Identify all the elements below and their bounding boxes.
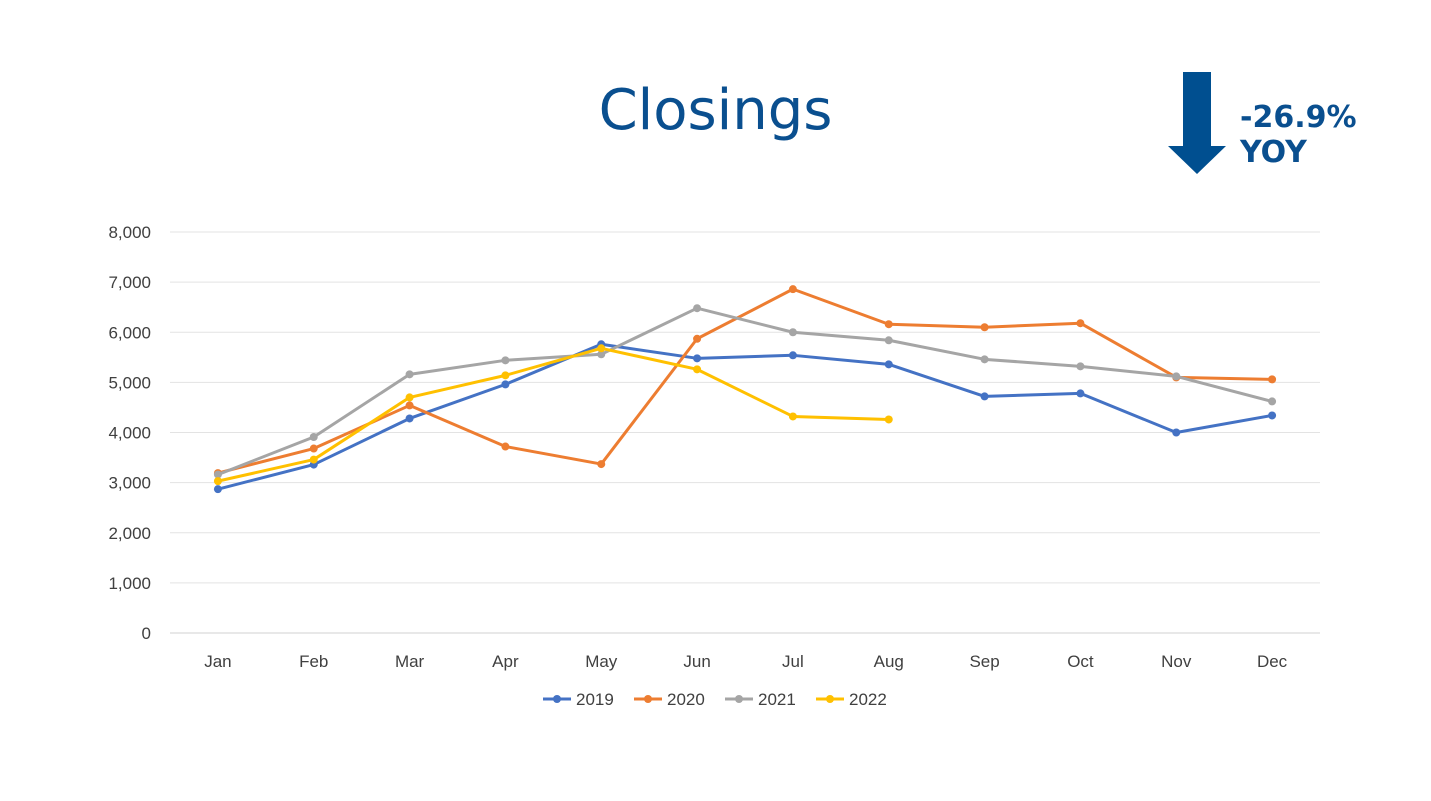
data-point-2021-Jul [788, 328, 797, 337]
data-point-2022-Apr [501, 371, 510, 380]
y-tick-label: 4,000 [108, 424, 151, 443]
legend-label: 2019 [576, 690, 614, 709]
x-tick-label: Jul [782, 652, 804, 671]
y-tick-label: 0 [142, 624, 151, 643]
data-point-2021-Jan [213, 470, 222, 479]
y-tick-label: 3,000 [108, 474, 151, 493]
data-point-2020-Mar [405, 401, 414, 410]
x-tick-label: May [585, 652, 618, 671]
x-tick-label: Sep [969, 652, 999, 671]
data-point-2019-Oct [1076, 389, 1085, 398]
y-tick-label: 8,000 [108, 223, 151, 242]
data-point-2022-Jan [213, 477, 222, 486]
y-tick-label: 5,000 [108, 373, 151, 392]
data-point-2022-Jun [693, 365, 702, 374]
data-point-2020-Jun [693, 334, 702, 343]
data-point-2019-Jan [213, 485, 222, 494]
x-tick-label: Apr [492, 652, 519, 671]
data-point-2022-Mar [405, 393, 414, 402]
x-tick-label: Jan [204, 652, 231, 671]
legend-label: 2021 [758, 690, 796, 709]
data-point-2020-Aug [884, 320, 893, 329]
data-point-2019-Jul [788, 351, 797, 360]
data-point-2019-Nov [1172, 428, 1181, 437]
x-tick-label: Mar [395, 652, 425, 671]
data-point-2022-Feb [309, 455, 318, 464]
series-line-2021 [216, 306, 1274, 477]
data-point-2021-Dec [1268, 397, 1277, 406]
data-point-2020-Feb [309, 444, 318, 453]
data-point-2020-Dec [1268, 375, 1277, 384]
series-line-2019 [216, 342, 1274, 491]
y-tick-label: 6,000 [108, 323, 151, 342]
data-point-2020-Sep [980, 323, 989, 332]
data-point-2020-Jul [788, 285, 797, 294]
legend-marker-2022 [826, 695, 834, 703]
legend-label: 2020 [667, 690, 705, 709]
legend-marker-2020 [644, 695, 652, 703]
data-point-2019-Sep [980, 392, 989, 401]
x-tick-label: Nov [1161, 652, 1192, 671]
data-point-2021-Oct [1076, 362, 1085, 371]
series-line-2022 [216, 346, 891, 483]
data-point-2019-Aug [884, 360, 893, 369]
data-point-2021-Aug [884, 336, 893, 345]
down-arrow-icon [1168, 72, 1226, 174]
data-point-2022-Aug [884, 415, 893, 424]
series-line-2020 [216, 287, 1274, 475]
data-point-2021-Mar [405, 370, 414, 379]
data-point-2019-Jun [693, 354, 702, 363]
data-point-2019-Mar [405, 414, 414, 423]
y-tick-label: 2,000 [108, 524, 151, 543]
data-point-2022-May [597, 344, 606, 353]
y-tick-label: 1,000 [108, 574, 151, 593]
data-point-2019-Apr [501, 380, 510, 389]
data-point-2020-May [597, 460, 606, 469]
data-point-2021-Nov [1172, 372, 1181, 381]
data-point-2019-Dec [1268, 411, 1277, 420]
y-tick-label: 7,000 [108, 273, 151, 292]
x-tick-label: Aug [874, 652, 904, 671]
data-point-2021-May [597, 350, 606, 359]
data-point-2020-Oct [1076, 319, 1085, 328]
data-point-2020-Apr [501, 442, 510, 451]
x-tick-label: Feb [299, 652, 328, 671]
legend-label: 2022 [849, 690, 887, 709]
legend-marker-2021 [735, 695, 743, 703]
data-point-2021-Jun [693, 304, 702, 313]
data-point-2021-Sep [980, 355, 989, 364]
chart-title: Closings [598, 78, 833, 143]
x-tick-label: Oct [1067, 652, 1094, 671]
x-tick-label: Dec [1257, 652, 1288, 671]
legend-marker-2019 [553, 695, 561, 703]
x-tick-label: Jun [683, 652, 710, 671]
data-point-2022-Jul [788, 412, 797, 421]
data-point-2021-Apr [501, 356, 510, 365]
data-point-2021-Feb [309, 433, 318, 442]
yoy-change-label: -26.9% YOY [1240, 100, 1357, 170]
